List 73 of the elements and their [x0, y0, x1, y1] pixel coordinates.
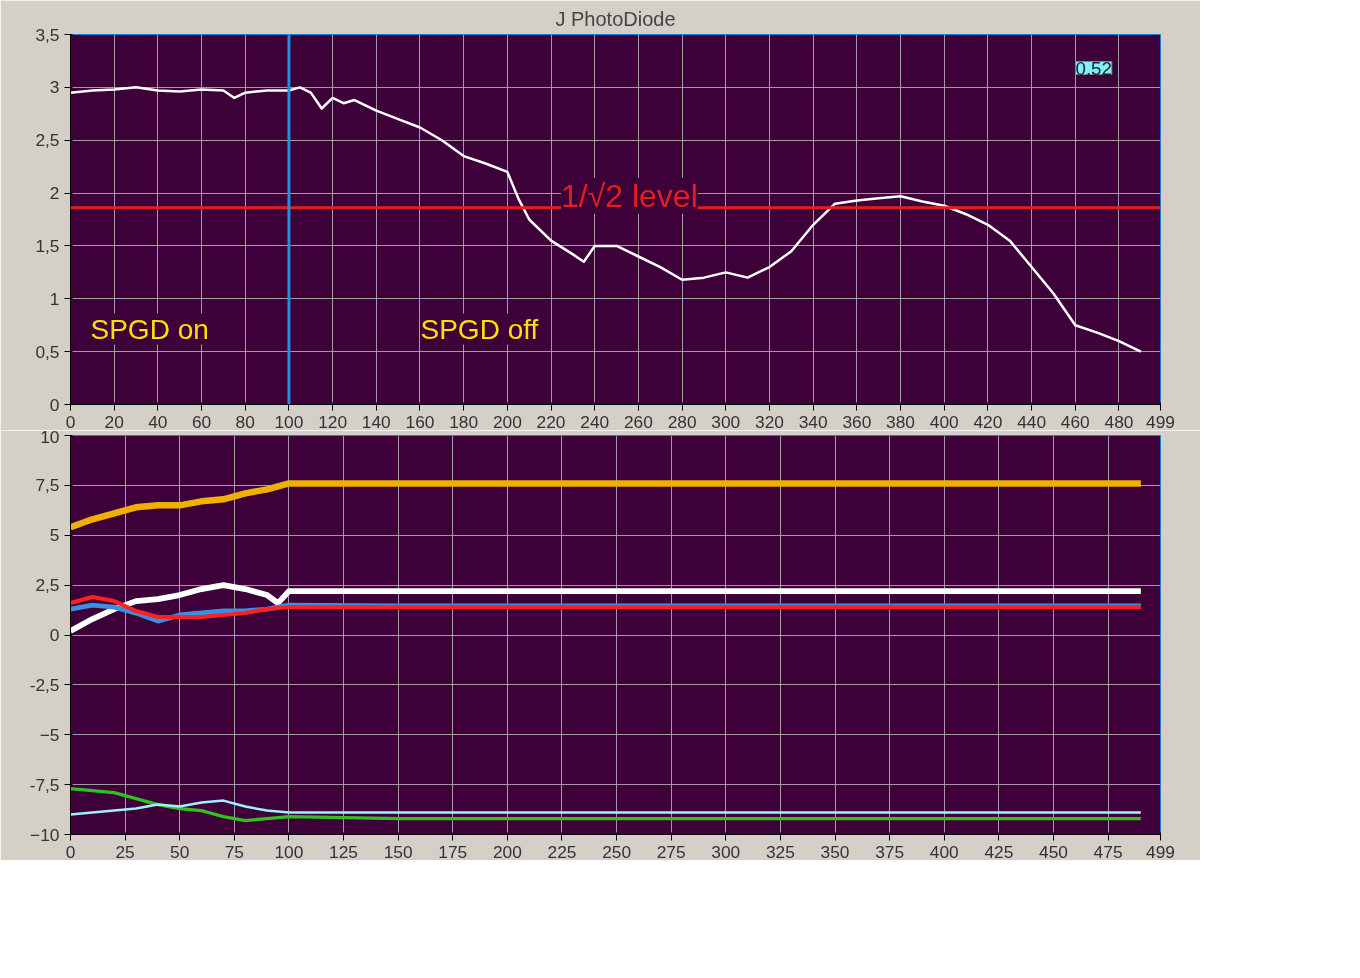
annotation: SPGD on	[90, 313, 209, 345]
x-tick-label: 0	[65, 411, 76, 432]
x-tick-label: 340	[798, 411, 828, 432]
x-tick-label: 499	[1146, 841, 1175, 862]
x-tick-label: 350	[820, 841, 850, 862]
x-tick-label: 400	[929, 841, 959, 862]
x-tick-label: 75	[224, 841, 244, 862]
x-tick-label: 100	[274, 841, 304, 862]
x-tick-label: 200	[492, 841, 522, 862]
y-tick-label: -7,5	[29, 774, 60, 795]
x-tick-label: 320	[755, 411, 784, 432]
x-tick-label: 400	[929, 411, 959, 432]
annotation: 0,52	[1075, 57, 1112, 79]
x-tick-label: 420	[973, 411, 1003, 432]
x-tick-label: 375	[875, 841, 905, 862]
y-tick-label: 3,5	[35, 24, 60, 45]
x-tick-label: 120	[318, 411, 348, 432]
annotation: SPGD off	[420, 313, 539, 345]
x-tick-label: 275	[656, 841, 686, 862]
x-tick-label: 475	[1093, 841, 1123, 862]
line-series	[70, 595, 1143, 620]
x-tick-label: 325	[765, 841, 795, 862]
y-tick-label: -2,5	[29, 674, 60, 695]
x-tick-label: 480	[1104, 411, 1134, 432]
y-tick-label: 1,5	[35, 235, 60, 256]
y-tick-label: 0,5	[35, 341, 60, 362]
x-tick-label: 440	[1017, 411, 1047, 432]
line-series	[70, 86, 1143, 353]
y-tick-label: 7,5	[35, 475, 60, 496]
x-tick-label: 175	[438, 841, 468, 862]
y-tick-label: 5	[49, 525, 60, 546]
x-tick-label: 60	[191, 411, 212, 432]
x-tick-label: 425	[984, 841, 1014, 862]
x-tick-label: 50	[170, 841, 190, 862]
x-tick-label: 0	[65, 841, 76, 862]
x-tick-label: 380	[886, 411, 916, 432]
x-tick-label: 250	[602, 841, 632, 862]
x-tick-label: 300	[711, 841, 741, 862]
x-tick-label: 499	[1146, 411, 1175, 432]
x-tick-label: 160	[405, 411, 435, 432]
x-tick-label: 200	[492, 411, 522, 432]
y-tick-label: −5	[39, 724, 60, 745]
x-tick-label: 20	[104, 411, 124, 432]
x-tick-label: 180	[449, 411, 479, 432]
x-tick-label: 140	[361, 411, 391, 432]
line-series	[70, 786, 1143, 823]
x-tick-label: 300	[711, 411, 741, 432]
x-tick-label: 40	[148, 411, 168, 432]
y-tick-label: 10	[40, 426, 60, 447]
x-tick-label: 360	[842, 411, 872, 432]
ref-line-label: 1/√2 level	[561, 177, 698, 214]
x-tick-label: 150	[383, 841, 413, 862]
x-tick-label: 125	[329, 841, 359, 862]
x-tick-label: 260	[623, 411, 653, 432]
y-tick-label: 3	[49, 77, 60, 98]
y-tick-label: 2	[49, 183, 60, 204]
x-tick-label: 225	[547, 841, 577, 862]
x-tick-label: 450	[1039, 841, 1068, 862]
x-tick-label: 100	[274, 411, 304, 432]
x-tick-label: 80	[235, 411, 255, 432]
chart-title: J PhotoDiode	[555, 7, 676, 30]
y-tick-label: −10	[30, 824, 60, 845]
y-tick-label: 1	[49, 288, 60, 309]
x-tick-label: 220	[536, 411, 566, 432]
x-tick-label: 25	[115, 841, 135, 862]
x-tick-label: 240	[580, 411, 610, 432]
x-tick-label: 280	[667, 411, 697, 432]
line-series	[70, 799, 1143, 816]
y-tick-label: 0	[49, 625, 60, 645]
y-tick-label: 2,5	[35, 130, 60, 151]
y-tick-label: 0	[49, 394, 60, 415]
y-tick-label: 2,5	[35, 575, 60, 596]
x-tick-label: 460	[1060, 411, 1090, 432]
